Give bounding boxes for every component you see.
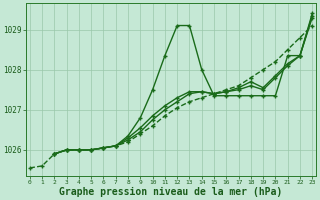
X-axis label: Graphe pression niveau de la mer (hPa): Graphe pression niveau de la mer (hPa) xyxy=(60,186,283,197)
